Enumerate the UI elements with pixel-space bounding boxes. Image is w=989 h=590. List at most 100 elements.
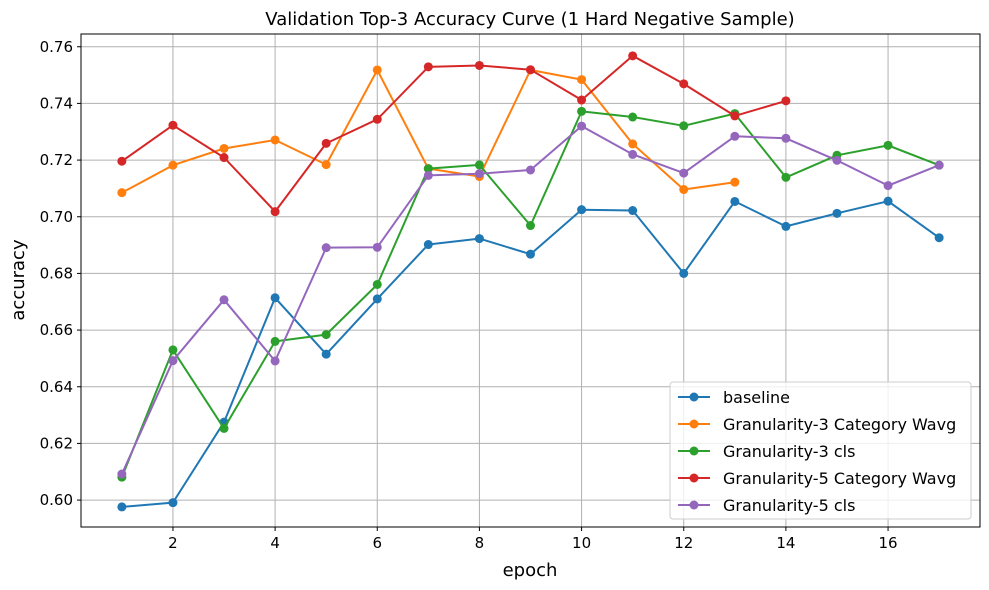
data-point [526,249,535,259]
legend-swatch-marker [689,500,699,510]
data-point [577,75,587,85]
data-point [372,65,382,75]
legend-swatch-marker [689,446,699,456]
data-point [117,188,127,198]
data-point [423,62,433,72]
data-point [372,242,382,252]
data-point [781,221,791,231]
data-point [117,469,127,479]
data-point [321,243,331,253]
y-tick-label: 0.60 [40,491,73,509]
legend-label: baseline [723,388,790,407]
data-point [117,156,127,166]
data-point [168,498,178,508]
data-point [679,268,689,278]
data-point [372,294,382,304]
y-tick-label: 0.70 [40,208,73,226]
data-point [219,295,229,305]
data-point [270,135,280,145]
series-granularity-5-cls [117,121,944,479]
x-tick-label: 16 [879,534,898,552]
data-point [628,112,638,122]
data-point [679,185,689,195]
legend-swatch-marker [689,419,699,429]
data-point [577,205,587,215]
legend-label: Granularity-3 Category Wavg [723,415,956,434]
data-point [219,143,229,153]
data-point [219,423,229,433]
legend-label: Granularity-3 cls [723,442,855,461]
y-tick-label: 0.68 [40,264,73,282]
data-point [781,96,791,106]
data-point [526,165,535,175]
data-point [474,169,484,179]
axis-ticks: 2 4 6 8 10 12 14 16 0.60 0.62 0.64 0.66 0.68 0.70 0.72… [40,38,898,552]
data-point [883,196,893,206]
y-tick-label: 0.76 [40,38,73,56]
x-axis-title: epoch [503,560,558,581]
x-tick-label: 14 [776,534,795,552]
data-point [730,111,740,121]
plot-frame [80,33,981,528]
y-tick-label: 0.66 [40,321,73,339]
data-point [832,208,842,218]
data-point [321,138,331,148]
data-point [168,120,178,130]
data-point [270,207,280,217]
legend-label: Granularity-5 Category Wavg [723,469,956,488]
data-point [270,293,280,303]
legend-label: Granularity-5 cls [723,496,855,515]
series-layer [117,51,944,512]
series-granularity-5-category-wavg [117,51,791,217]
data-point [883,140,893,150]
data-point [679,121,689,131]
data-point [321,330,331,340]
data-point [934,160,944,170]
y-tick-label: 0.72 [40,151,73,169]
data-point [730,196,740,206]
data-point [526,221,535,231]
y-tick-label: 0.74 [40,94,73,112]
y-axis-title: accuracy [8,239,29,321]
data-point [219,153,229,163]
data-point [577,106,587,116]
data-point [883,181,893,191]
data-point [679,168,689,178]
data-point [781,133,791,143]
data-point [730,177,740,187]
data-point [628,149,638,159]
x-tick-label: 8 [475,534,485,552]
y-tick-label: 0.64 [40,378,73,396]
x-tick-label: 6 [372,534,382,552]
data-point [577,121,587,131]
y-tick-label: 0.62 [40,434,73,452]
x-tick-label: 12 [674,534,693,552]
legend-swatch-marker [689,392,699,402]
series-granularity-3-cls [117,106,944,482]
data-point [934,233,944,243]
data-point [832,155,842,165]
data-point [321,160,331,170]
legend-swatch-marker [689,473,699,483]
data-point [423,170,433,180]
data-point [628,206,638,216]
data-point [474,160,484,170]
data-point [321,349,331,359]
data-point [168,160,178,170]
data-point [270,336,280,346]
data-point [628,139,638,149]
data-point [474,234,484,244]
chart-title: Validation Top-3 Accuracy Curve (1 Hard … [265,9,794,30]
data-point [372,114,382,124]
series-line [121,54,787,213]
x-tick-label: 2 [168,534,178,552]
data-point [526,65,535,75]
data-point [168,345,178,355]
data-point [270,356,280,366]
data-point [679,79,689,89]
data-point [168,356,178,366]
data-point [372,279,382,289]
legend: baseline Granularity-3 Category Wavg Granu… [669,381,972,520]
x-tick-label: 4 [270,534,280,552]
